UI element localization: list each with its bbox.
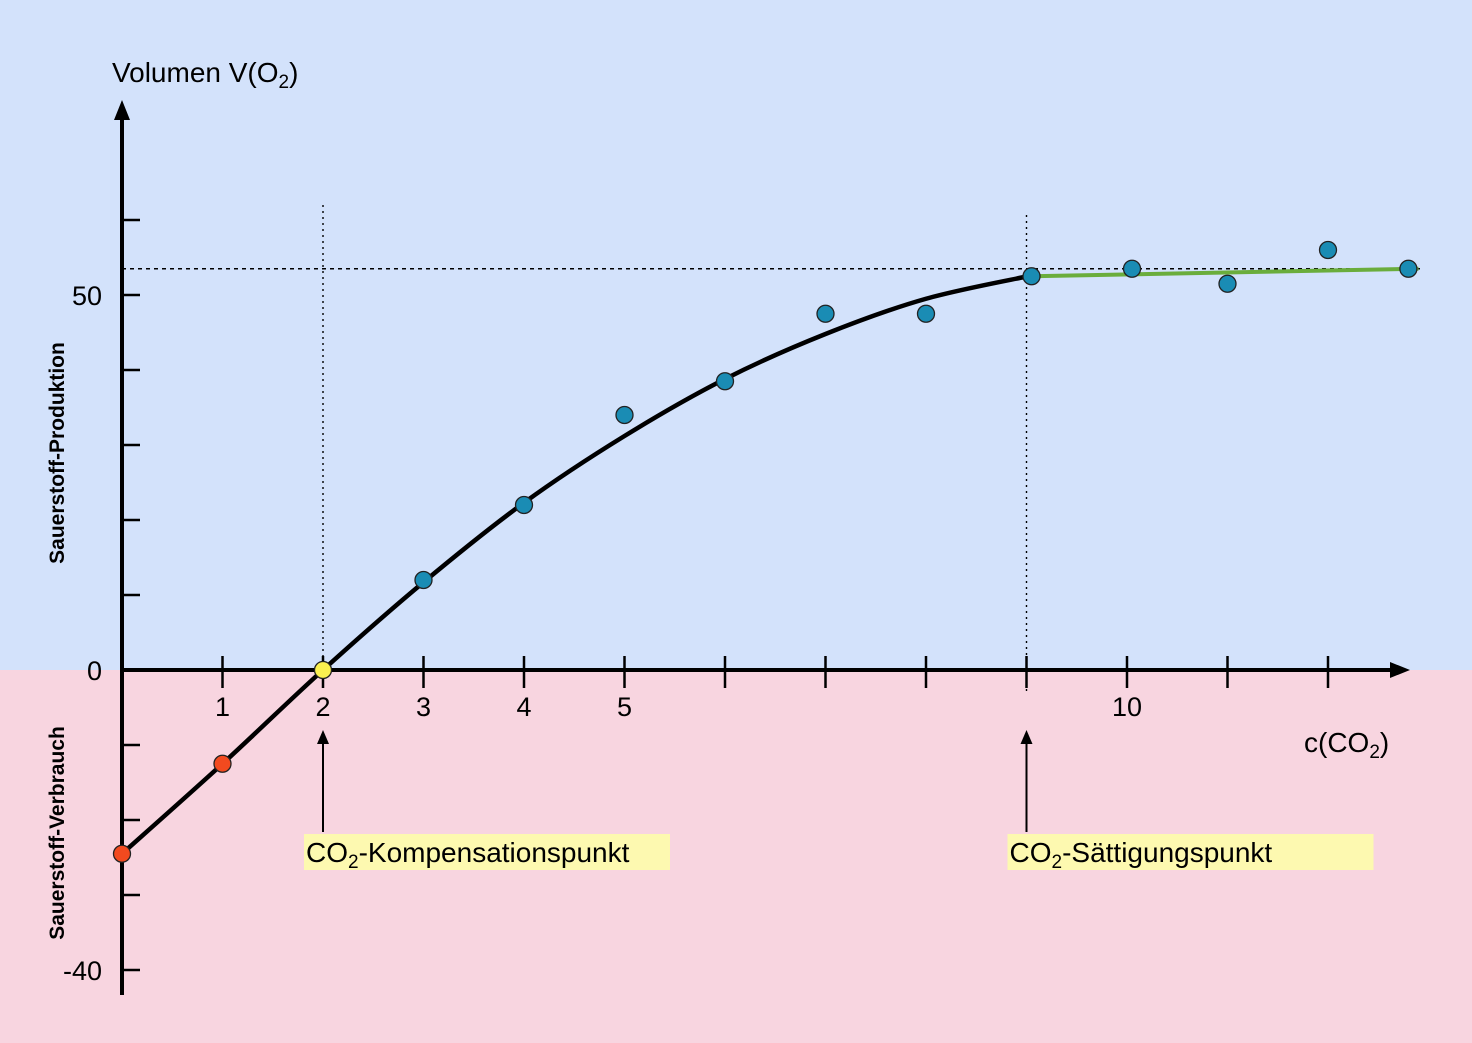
compensation-label-main: CO xyxy=(306,837,348,868)
measured-data-point xyxy=(615,405,634,425)
saturation-label-box xyxy=(1007,834,1374,870)
saturation-arrow-head xyxy=(1020,730,1033,744)
x-tick-label: 1 xyxy=(215,692,230,722)
measured-data-point xyxy=(1022,267,1041,286)
annotations: CO2-Kompensationspunkt CO2-Sättigungspunk… xyxy=(304,730,1374,873)
y-axis-arrowhead xyxy=(114,100,130,120)
compensation-data-point xyxy=(313,660,333,680)
saturation-label-tail: -Sättigungspunkt xyxy=(1062,837,1272,868)
measured-data-point xyxy=(1318,240,1338,260)
production-side-label: Sauerstoff-Produktion xyxy=(46,342,69,564)
measured-data-point xyxy=(715,372,735,391)
saturation-label: CO2-Sättigungspunkt xyxy=(1010,837,1273,873)
y-tick-label: 50 xyxy=(72,281,102,311)
compensation-label-tail: -Kompensationspunkt xyxy=(359,837,630,868)
x-axis-title: c(CO2) xyxy=(1304,727,1389,763)
saturation-label-sub: 2 xyxy=(1052,852,1063,873)
x-axis-arrowhead xyxy=(1390,662,1410,678)
saturation-label-main: CO xyxy=(1010,837,1052,868)
guide-lines xyxy=(122,205,1420,692)
data-points xyxy=(112,240,1418,863)
fit-curve xyxy=(119,273,1034,856)
saturation-plateau-line xyxy=(1031,266,1419,279)
measured-data-point xyxy=(916,304,936,323)
measured-data-point xyxy=(514,495,534,515)
negative-data-point xyxy=(213,754,232,773)
x-tick-label: 4 xyxy=(516,692,531,722)
compensation-label-sub: 2 xyxy=(348,852,359,873)
y-tick-label: -40 xyxy=(63,956,102,986)
curves xyxy=(119,266,1419,856)
negative-data-point xyxy=(112,844,132,863)
x-tick-label: 5 xyxy=(617,692,632,722)
compensation-label-box xyxy=(304,834,670,870)
measured-data-point xyxy=(1218,274,1237,293)
y-axis-title: Volumen V(O2) xyxy=(112,57,298,93)
x-tick-label: 2 xyxy=(315,692,330,722)
compensation-arrow-head xyxy=(317,730,329,744)
measured-data-point xyxy=(816,304,835,323)
y-tick-label: 0 xyxy=(87,656,102,686)
measured-data-point xyxy=(414,570,433,590)
measured-data-point xyxy=(1399,259,1418,278)
compensation-label: CO2-Kompensationspunkt xyxy=(306,837,630,873)
tick-labels: 1 2 3 4 5 10 50 0 -40 xyxy=(63,281,1142,986)
production-region-background xyxy=(0,0,1472,670)
consumption-side-label: Sauerstoff-Verbrauch xyxy=(46,726,69,940)
measured-data-point xyxy=(1122,259,1142,278)
x-tick-label: 3 xyxy=(416,692,431,722)
x-tick-label: 10 xyxy=(1112,692,1142,722)
